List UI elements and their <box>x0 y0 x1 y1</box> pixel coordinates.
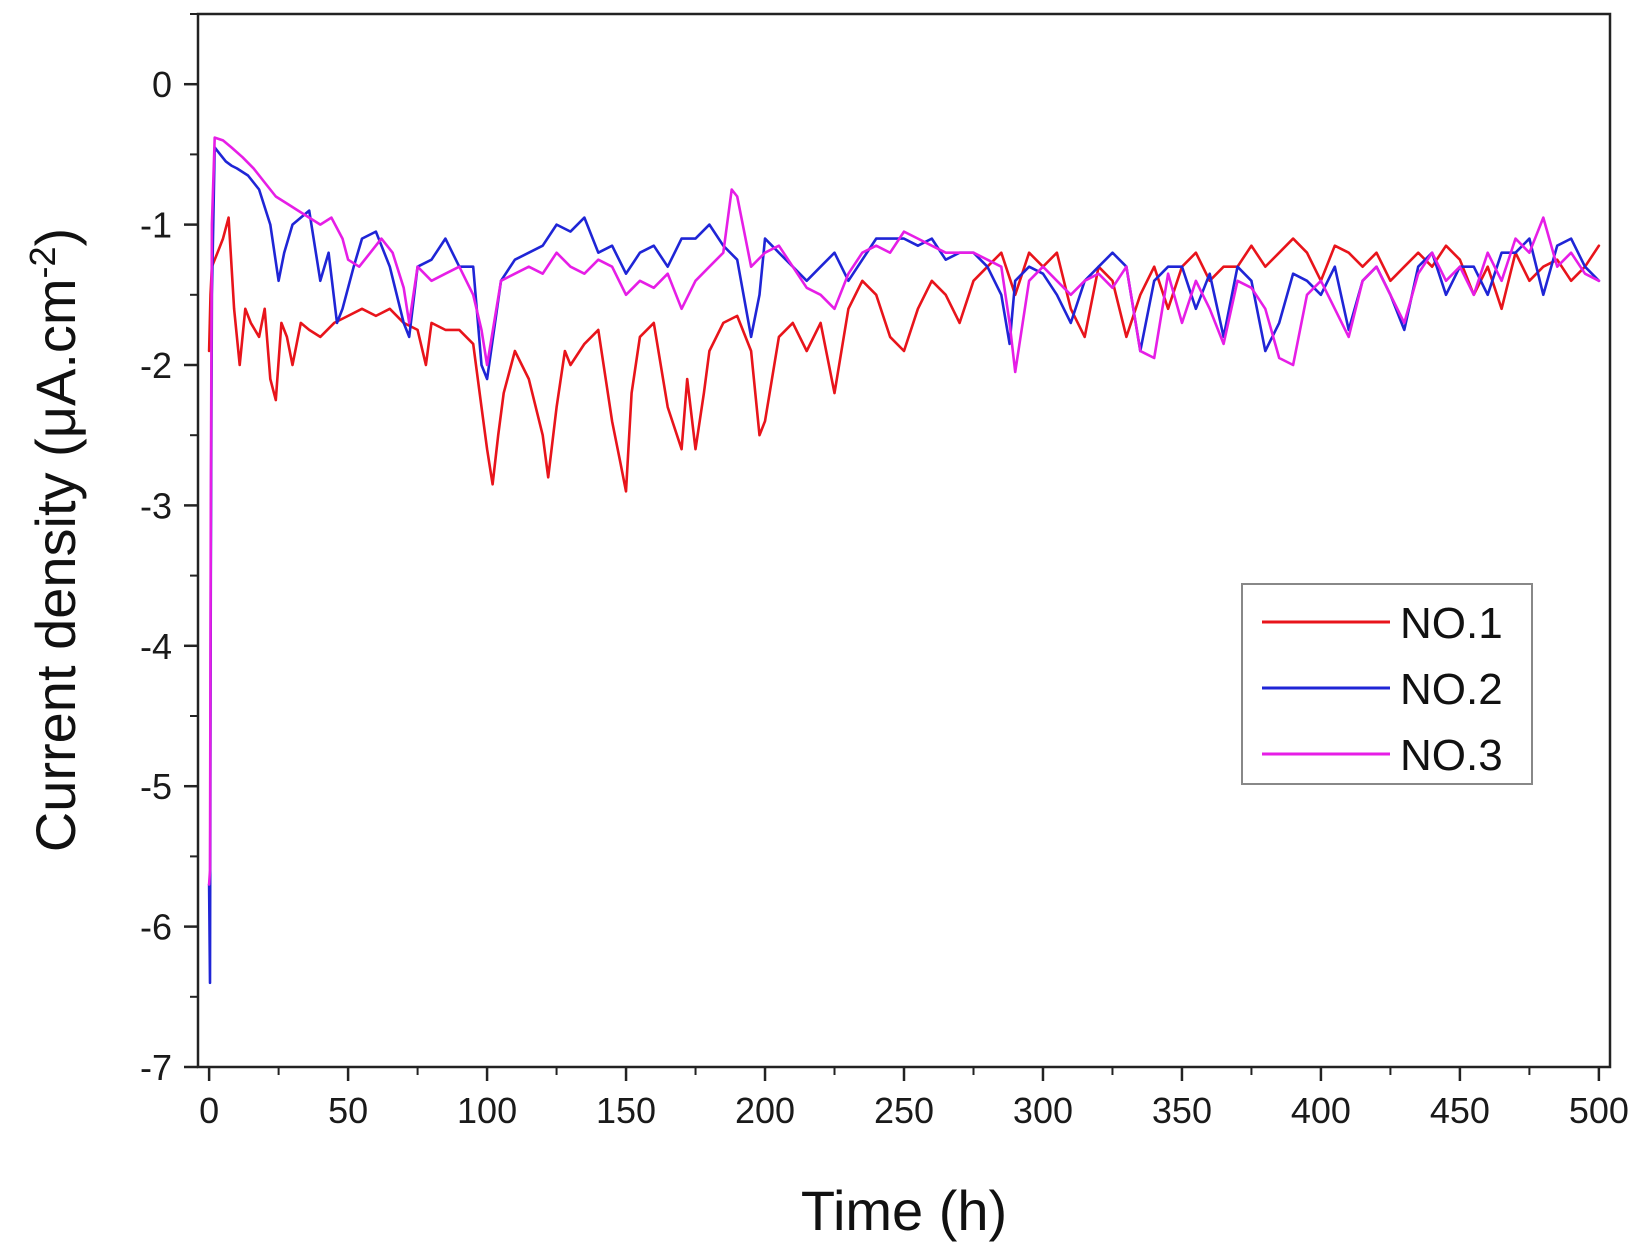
y-axis-title: Current density (μA.cm-2) <box>22 228 87 852</box>
y-tick-label: -4 <box>140 626 172 667</box>
x-tick-label: 150 <box>596 1090 656 1131</box>
y-axis-title-close: ) <box>24 228 87 247</box>
y-tick-label: -1 <box>140 205 172 246</box>
y-axis-title-superscript: -2 <box>22 246 63 278</box>
x-tick-label: 50 <box>328 1090 368 1131</box>
y-tick-label: -3 <box>140 485 172 526</box>
legend-box <box>1241 583 1533 785</box>
plot-frame <box>196 12 1612 1069</box>
y-tick-label: -7 <box>140 1047 172 1088</box>
series-layer <box>207 136 1601 985</box>
x-tick-label: 300 <box>1013 1090 1073 1131</box>
x-tick-label: 350 <box>1152 1090 1212 1131</box>
y-tick-label: -5 <box>140 766 172 807</box>
tick-layer: 0 50 100 150 200 250 300 350 400 450 500 0 -1 -2 -3 -4 -… <box>140 13 1629 1131</box>
series-line-no2 <box>207 146 1601 985</box>
series-line-no3 <box>207 136 1601 886</box>
y-tick-label: 0 <box>152 64 172 105</box>
legend-label-no2: NO.2 <box>1400 665 1503 714</box>
x-axis-title: Time (h) <box>801 1179 1007 1242</box>
x-tick-label: 400 <box>1291 1090 1351 1131</box>
x-tick-label: 500 <box>1569 1090 1629 1131</box>
x-tick-label: 100 <box>457 1090 517 1131</box>
y-tick-label: -6 <box>140 907 172 948</box>
y-axis-title-main: Current density (μA.cm <box>24 278 87 852</box>
axes-layer <box>196 12 1612 1069</box>
y-tick-label: -2 <box>140 345 172 386</box>
x-tick-label: 450 <box>1430 1090 1490 1131</box>
legend-label-no1: NO.1 <box>1400 599 1503 648</box>
x-tick-label: 200 <box>735 1090 795 1131</box>
legend-label-no3: NO.3 <box>1400 731 1503 780</box>
series-line-no1 <box>207 216 1601 493</box>
x-tick-label: 250 <box>874 1090 934 1131</box>
x-tick-label: 0 <box>199 1090 219 1131</box>
legend: NO.1 NO.2 NO.3 <box>1241 583 1533 785</box>
